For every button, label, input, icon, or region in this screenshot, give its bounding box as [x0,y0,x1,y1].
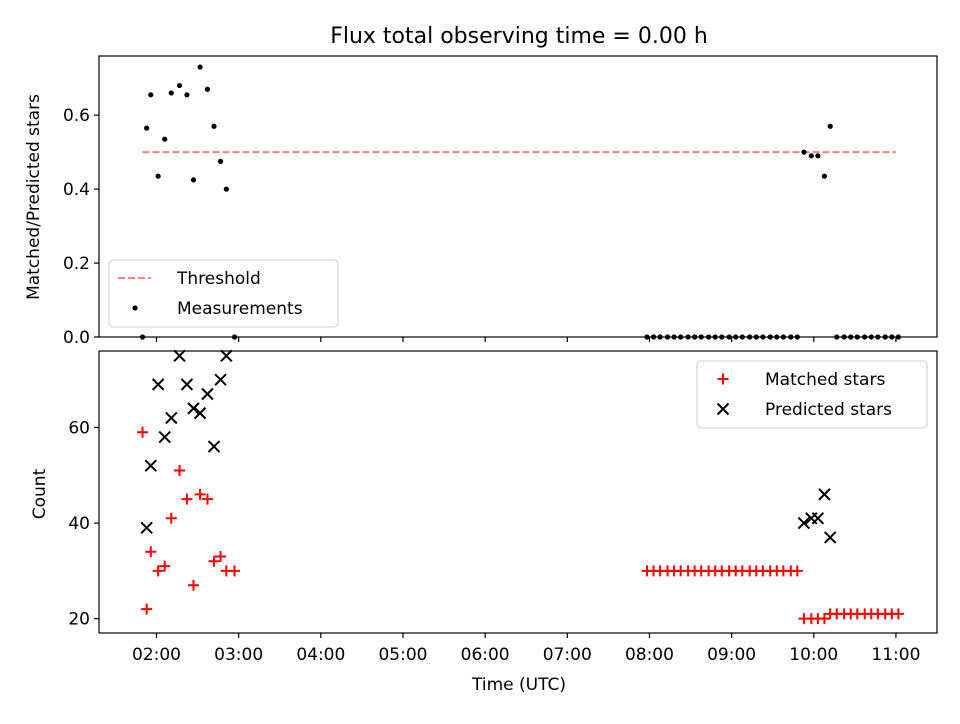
predicted-star-point [214,373,227,386]
bottom-y-axis-label: Count [30,468,50,519]
legend-predicted-swatch [716,402,730,416]
matched-star-point [165,512,177,524]
top-y-axis-label: Matched/Predicted stars [24,94,44,300]
bottom-axes: 20 40 60 02:00 03:00 04:00 05:00 06:00 07:00 08:0… [68,349,938,665]
x-tick-label: 02:00 [132,645,181,665]
matched-star-point [229,565,241,577]
legend-label: Matched stars [765,370,885,390]
predicted-star-point [158,430,171,444]
matched-star-point [818,613,830,625]
matched-star-point [201,493,213,505]
matched-star-point [152,565,164,577]
predicted-star-point [140,521,153,535]
y-tick-label: 40 [68,514,90,534]
x-tick-label: 10:00 [789,645,838,665]
predicted-star-point [797,516,811,530]
x-tick-label: 05:00 [378,645,427,665]
y-tick-label: 0.2 [63,254,90,274]
measurement-point [204,86,211,92]
measurement-point [808,153,814,159]
measurement-point [144,125,150,131]
matched-star-point [181,493,193,505]
x-tick-label: 08:00 [625,645,674,665]
measurement-point [801,149,807,155]
x-tick-label: 03:00 [214,645,263,665]
measurement-point [190,177,197,183]
matched-star-point [208,555,220,567]
y-tick-label: 20 [68,610,90,630]
y-tick-label: 0.4 [63,180,90,200]
x-tick-label: 07:00 [543,645,592,665]
predicted-star-point [818,488,831,501]
matched-star-point [791,565,803,577]
predicted-star-point [811,512,825,525]
matched-star-point [194,488,206,500]
predicted-star-point [201,387,214,401]
measurement-point [197,64,203,70]
legend-label: Measurements [177,299,303,319]
measurement-point [184,92,190,98]
chart-title: Flux total observing time = 0.00 h [330,24,708,49]
predicted-star-point [193,406,207,420]
matched-star-point [159,560,171,572]
measurement-point [162,136,168,142]
matched-star-point [174,464,186,476]
predicted-star-point [187,402,200,415]
measurement-point [223,186,229,192]
y-tick-label: 0.6 [63,106,90,126]
matched-star-point [141,603,153,615]
measurement-point [176,82,183,89]
legend-measurement-swatch [132,305,138,311]
measurement-point [217,158,224,164]
predicted-star-point [180,378,194,391]
y-tick-label: 0.0 [63,328,90,348]
predicted-star-point [823,531,837,544]
matched-star-point [145,546,157,558]
matched-star-point [892,608,904,620]
predicted-star-point [144,459,157,472]
predicted-star-point [207,440,221,453]
plot-area [137,349,904,625]
top-axes: 0.0 0.2 0.4 0.6 Threshold Measurements [63,55,938,348]
bottom-legend: Matched stars Predicted stars [696,360,928,429]
axes-frame [98,350,938,634]
predicted-star-point [151,378,165,391]
legend-box [696,360,928,429]
matched-star-point [187,579,199,591]
matched-star-point [137,426,149,438]
predicted-star-point [173,349,186,362]
measurement-point [211,123,217,129]
axes-frame [98,55,938,338]
x-tick-label: 09:00 [707,645,756,665]
predicted-star-point [220,349,233,362]
measurement-point [155,173,161,179]
legend-label: Predicted stars [765,400,892,420]
legend-box [108,259,339,328]
measurement-point [821,173,828,179]
measurement-point [827,123,833,129]
measurement-point [168,90,174,96]
matched-star-point [215,551,227,563]
x-tick-label: 06:00 [461,645,510,665]
top-legend: Threshold Measurements [108,259,339,328]
x-axis-label: Time (UTC) [471,675,566,695]
measurement-point [815,153,821,159]
legend-label: Threshold [176,269,261,289]
y-tick-label: 60 [68,418,90,438]
x-tick-label: 04:00 [296,645,345,665]
measurement-point [148,92,154,98]
legend-matched-swatch [717,373,729,385]
x-tick-label: 11:00 [871,645,920,665]
predicted-star-point [165,411,178,425]
